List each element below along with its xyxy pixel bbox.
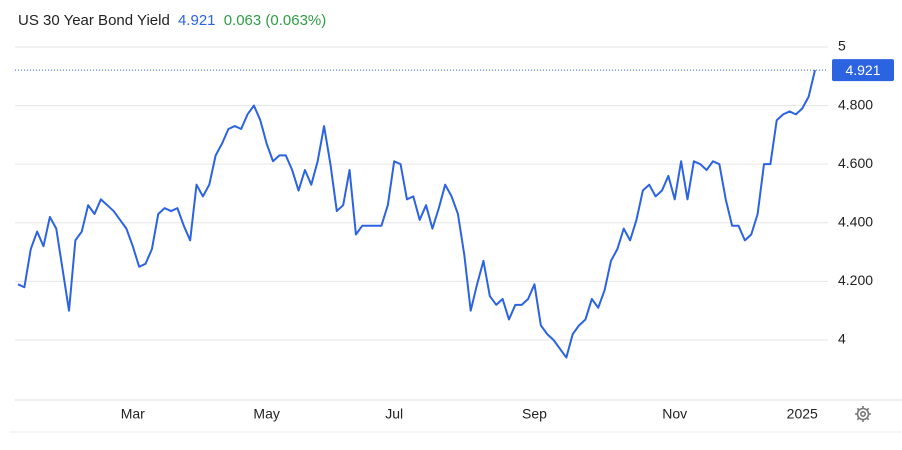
x-tick-label: May xyxy=(253,406,279,422)
y-tick-label: 5 xyxy=(838,38,846,54)
last-price-tag-label: 4.921 xyxy=(845,62,880,78)
x-tick-label: Nov xyxy=(662,406,687,422)
y-tick-label: 4.400 xyxy=(838,213,873,229)
chart-title: US 30 Year Bond Yield xyxy=(18,12,170,29)
last-price-tag xyxy=(832,59,894,82)
y-tick-label: 4.600 xyxy=(838,155,873,171)
price-change: 0.063 (0.063%) xyxy=(224,12,327,29)
x-tick-label: Jul xyxy=(385,406,403,422)
settings-icon[interactable] xyxy=(855,406,871,422)
header: US 30 Year Bond Yield 4.921 0.063 (0.063… xyxy=(18,12,326,29)
y-tick-label: 4.200 xyxy=(838,272,873,288)
y-tick-label: 4 xyxy=(838,331,846,347)
price-line xyxy=(17,69,816,359)
x-tick-label: Mar xyxy=(121,406,145,422)
y-tick-label: 4.800 xyxy=(838,96,873,112)
last-price: 4.921 xyxy=(178,12,216,29)
x-tick-label: 2025 xyxy=(787,406,818,422)
x-tick-label: Sep xyxy=(522,406,547,422)
